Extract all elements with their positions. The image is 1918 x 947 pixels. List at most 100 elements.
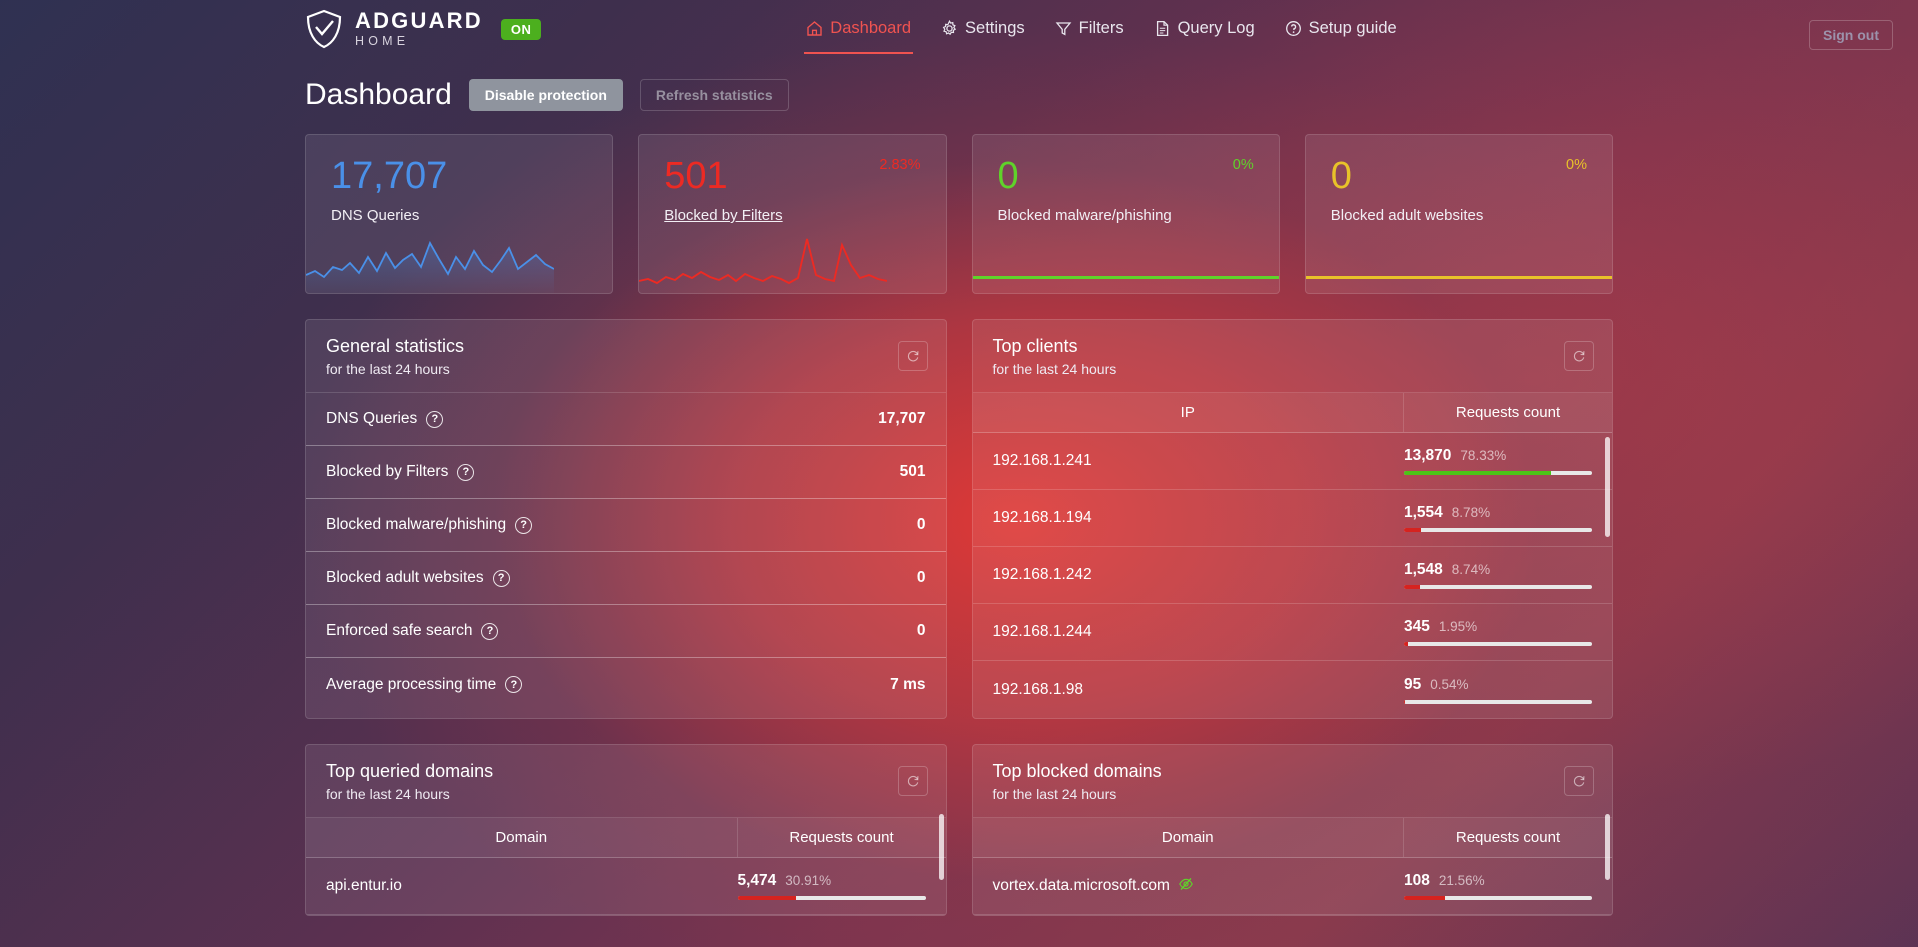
help-icon[interactable]: ? <box>481 622 499 640</box>
gear-icon <box>941 19 958 37</box>
help-icon[interactable]: ? <box>457 463 475 481</box>
help-icon[interactable]: ? <box>492 569 510 587</box>
dns-queries-card[interactable]: 17,707 DNS Queries <box>305 134 614 294</box>
blocked-adult-flatline <box>1305 276 1612 279</box>
sign-out-button[interactable]: Sign out <box>1809 20 1893 50</box>
general-statistics-row-label: Blocked adult websites ? <box>326 569 510 587</box>
requests-bar-fill <box>1404 642 1408 646</box>
requests-bar <box>1404 585 1592 589</box>
top-queried-domain: api.entur.io <box>326 877 402 894</box>
top-clients-subtitle: for the last 24 hours <box>992 361 1117 377</box>
row-label-text: Blocked adult websites <box>326 569 484 586</box>
protection-status-badge: ON <box>500 18 542 40</box>
shield-check-icon <box>305 9 343 49</box>
nav-item-query-log[interactable]: Query Log <box>1152 2 1257 54</box>
top-clients-ip: 192.168.1.242 <box>992 566 1092 583</box>
general-statistics-refresh-button[interactable] <box>897 341 928 371</box>
dns-queries-value: 17,707 <box>331 155 448 197</box>
page-header: Dashboard Disable protection Refresh sta… <box>0 56 1918 112</box>
help-icon[interactable]: ? <box>426 410 444 428</box>
blocked-by-filters-card[interactable]: 501 Blocked by Filters 2.83% <box>638 134 947 294</box>
nav-item-filters-label: Filters <box>1078 19 1124 37</box>
brand-logo[interactable]: ADGUARD HOME ON <box>305 9 542 49</box>
dns-queries-sparkline <box>306 240 554 293</box>
requests-percent: 8.74% <box>1451 562 1491 577</box>
general-statistics-row: DNS Queries ? 17,707 <box>306 393 946 446</box>
top-queried-domains-scrollbar[interactable] <box>938 814 944 880</box>
top-clients-ip: 192.168.1.241 <box>992 452 1092 469</box>
blocked-malware-phishing-card[interactable]: 0 Blocked malware/phishing 0% <box>971 134 1280 294</box>
requests-count: 1,554 <box>1404 504 1443 521</box>
nav-item-setup-guide[interactable]: Setup guide <box>1283 2 1399 54</box>
panels-row-two: Top queried domains for the last 24 hour… <box>305 744 1613 916</box>
general-statistics-panel: General statistics for the last 24 hours… <box>305 319 947 719</box>
dashboard-content: 17,707 DNS Queries 501 Blocked by Filter… <box>0 112 1918 916</box>
refresh-icon <box>1573 350 1585 362</box>
top-blocked-domains-table-body: vortex.data.microsoft.com <box>972 814 1612 915</box>
top-clients-table-body: 192.168.1.241 13,870 78.33% 19 <box>972 433 1613 718</box>
nav-item-settings[interactable]: Settings <box>939 2 1027 54</box>
document-icon <box>1154 20 1171 37</box>
brand-text: ADGUARD HOME <box>355 10 483 48</box>
stat-cards-row: 17,707 DNS Queries 501 Blocked by Filter… <box>305 134 1613 294</box>
top-clients-requests: 95 0.54% <box>1404 676 1612 704</box>
general-statistics-row-label: Average processing time ? <box>326 675 523 694</box>
blocked-adult-percent: 0% <box>1566 157 1587 173</box>
blocked-adult-websites-card[interactable]: 0 Blocked adult websites 0% <box>1304 134 1613 294</box>
table-row[interactable]: 192.168.1.98 95 0.54% <box>973 661 1613 718</box>
requests-count: 5,474 <box>737 872 777 889</box>
top-blocked-domains-refresh-button[interactable] <box>1564 766 1594 796</box>
top-clients-scrollbar[interactable] <box>1605 437 1610 537</box>
general-statistics-row-value: 0 <box>916 569 926 586</box>
general-statistics-header: General statistics for the last 24 hours <box>306 320 946 393</box>
top-blocked-column-requests: Requests count <box>1455 829 1561 846</box>
top-blocked-requests: 108 21.56% <box>1404 872 1612 900</box>
table-row[interactable]: vortex.data.microsoft.com <box>972 858 1612 915</box>
top-blocked-domain-cell: vortex.data.microsoft.com <box>973 876 1405 897</box>
requests-percent: 1.95% <box>1438 619 1478 634</box>
top-navigation-bar: ADGUARD HOME ON Dashboard <box>0 0 1918 56</box>
disable-protection-button[interactable]: Disable protection <box>468 79 623 111</box>
blocked-adult-value: 0 <box>1330 155 1352 197</box>
top-blocked-domains-title: Top blocked domains <box>992 761 1162 781</box>
top-queried-domains-table-header: Domain Requests count <box>306 818 946 858</box>
help-icon[interactable]: ? <box>515 516 533 534</box>
requests-bar <box>1404 896 1592 900</box>
row-label-text: Average processing time <box>326 675 497 693</box>
dns-queries-label: DNS Queries <box>331 207 420 224</box>
top-blocked-domains-table-header: Domain Requests count <box>972 818 1612 858</box>
nav-item-filters[interactable]: Filters <box>1053 2 1126 54</box>
top-blocked-domains-subtitle: for the last 24 hours <box>992 786 1117 802</box>
table-row[interactable]: api.entur.io 5,474 30.91% <box>306 858 946 915</box>
table-row[interactable]: 192.168.1.242 1,548 8.74% <box>972 547 1612 604</box>
table-row[interactable]: 192.168.1.244 345 1.95% <box>972 604 1612 661</box>
general-statistics-title: General statistics <box>326 336 465 356</box>
top-blocked-domains-panel: Top blocked domains for the last 24 hour… <box>971 744 1613 916</box>
table-row[interactable]: 192.168.1.241 13,870 78.33% <box>972 433 1612 490</box>
nav-item-query-log-label: Query Log <box>1177 19 1255 37</box>
top-clients-ip: 192.168.1.244 <box>992 623 1092 640</box>
refresh-statistics-button[interactable]: Refresh statistics <box>639 79 789 111</box>
panels-row-one: General statistics for the last 24 hours… <box>305 319 1613 719</box>
general-statistics-row-value: 7 ms <box>890 675 926 693</box>
requests-bar <box>1404 528 1592 532</box>
top-clients-refresh-button[interactable] <box>1564 341 1594 371</box>
top-blocked-domain: vortex.data.microsoft.com <box>992 877 1170 894</box>
general-statistics-row: Enforced safe search ? 0 <box>306 605 946 658</box>
general-statistics-row: Blocked malware/phishing ? 0 <box>306 499 946 552</box>
refresh-icon <box>907 775 918 787</box>
top-queried-requests: 5,474 30.91% <box>737 872 946 900</box>
table-row[interactable]: 192.168.1.194 1,554 8.78% <box>972 490 1612 547</box>
row-label-text: Blocked by Filters <box>326 463 449 480</box>
nav-item-dashboard[interactable]: Dashboard <box>804 2 913 54</box>
top-blocked-domains-scrollbar[interactable] <box>1605 814 1610 880</box>
top-queried-domains-refresh-button[interactable] <box>897 766 928 796</box>
blocked-by-filters-label[interactable]: Blocked by Filters <box>664 207 783 224</box>
top-clients-header: Top clients for the last 24 hours <box>972 320 1612 393</box>
requests-bar <box>1404 471 1592 475</box>
eye-slash-icon[interactable] <box>1178 876 1194 897</box>
requests-count: 95 <box>1404 675 1422 693</box>
requests-bar-fill <box>1404 896 1445 900</box>
help-icon[interactable]: ? <box>505 676 523 693</box>
top-clients-ip: 192.168.1.194 <box>992 509 1092 526</box>
